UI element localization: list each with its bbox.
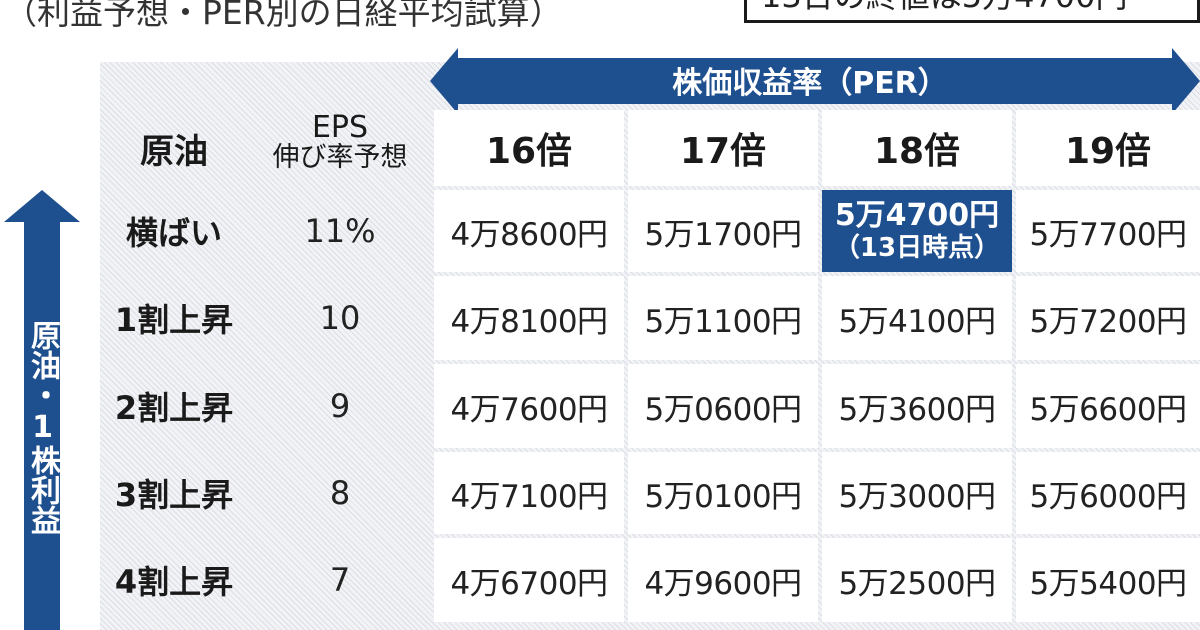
table-cell: 4万6700円: [434, 538, 624, 622]
row-eps: 7: [329, 561, 351, 599]
table-cell: 5万1100円: [628, 276, 818, 360]
per-arrow-icon: [430, 48, 1200, 114]
table-cell: 4万8600円: [434, 190, 624, 272]
row-label: 1割上昇: [114, 301, 234, 339]
table-cell: 4万7600円: [434, 364, 624, 448]
side-label: 原油・1株利益: [25, 320, 60, 535]
header-per-16: 16倍: [434, 110, 624, 186]
header-eps: EPS 伸び率予想: [250, 100, 430, 186]
table-cell: 5万1700円: [628, 190, 818, 272]
header-eps-line1: EPS: [311, 110, 369, 145]
closing-price-callout: 13日の終値は5万4700円: [744, 0, 1200, 23]
per-label: 株価収益率（PER）: [672, 66, 948, 101]
up-arrow-icon: [4, 190, 80, 630]
row-label: 3割上昇: [114, 476, 234, 514]
row-eps: 10: [319, 299, 361, 337]
row-eps: 9: [329, 387, 351, 425]
header-crude: 原油: [140, 131, 208, 172]
table-cell: 5万0100円: [628, 452, 818, 534]
table-cell: 5万7700円: [1016, 190, 1200, 272]
header-per-18: 18倍: [822, 110, 1012, 186]
highlight-cell: 5万4700円 （13日時点）: [822, 190, 1012, 272]
header-eps-line2: 伸び率予想: [272, 142, 408, 173]
table-cell: 5万5400円: [1016, 538, 1200, 622]
table-cell: 4万7100円: [434, 452, 624, 534]
table-cell: 5万4100円: [822, 276, 1012, 360]
table-cell: 4万8100円: [434, 276, 624, 360]
row-eps: 11%: [304, 212, 376, 250]
table-cell: 5万0600円: [628, 364, 818, 448]
table-cell: 5万6600円: [1016, 364, 1200, 448]
highlight-value: 5万4700円: [834, 198, 1000, 233]
table-cell: 5万2500円: [822, 538, 1012, 622]
table-cell: 4万9600円: [628, 538, 818, 622]
table-cell: 5万7200円: [1016, 276, 1200, 360]
highlight-note: （13日時点）: [833, 233, 1001, 263]
row-eps: 8: [329, 474, 351, 512]
table-cell: 5万6000円: [1016, 452, 1200, 534]
chart-caption: （利益予想・PER別の日経平均試算）: [4, 0, 563, 32]
callout-text: 13日の終値は5万4700円: [761, 0, 1128, 17]
table-cell: 5万3600円: [822, 364, 1012, 448]
table-cell: 5万3000円: [822, 452, 1012, 534]
row-label: 横ばい: [125, 214, 222, 252]
row-label: 2割上昇: [114, 389, 234, 427]
header-per-17: 17倍: [628, 110, 818, 186]
header-per-19: 19倍: [1016, 110, 1200, 186]
row-label: 4割上昇: [114, 563, 234, 601]
